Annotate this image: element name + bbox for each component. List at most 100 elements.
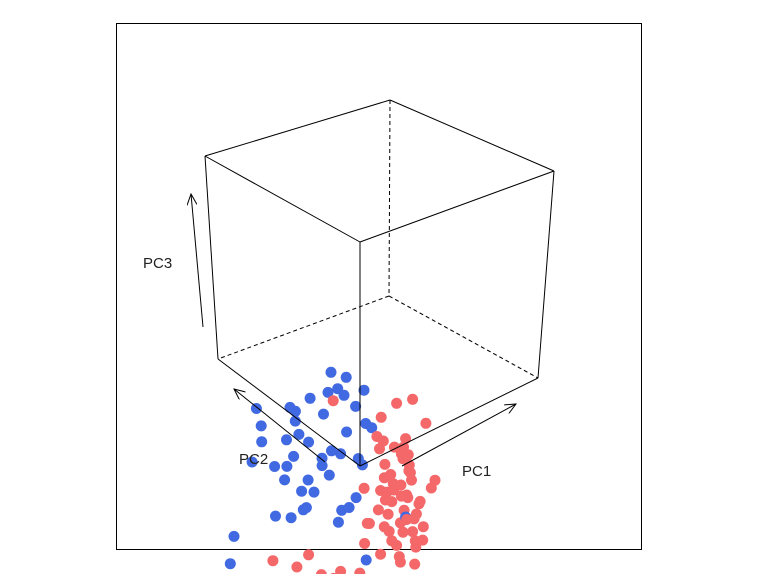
data-point-series-1-28 bbox=[360, 554, 372, 566]
box-edge-left-vertical bbox=[204, 155, 219, 360]
pc1-axis-arrow bbox=[401, 404, 516, 467]
data-point-series-2-12 bbox=[385, 469, 397, 480]
data-point-series-2-1 bbox=[391, 397, 403, 409]
box-hidden-edge-vertical bbox=[388, 99, 391, 297]
data-point-series-1-1 bbox=[325, 366, 337, 378]
box-edge-bottom-left bbox=[217, 358, 361, 467]
box-hidden-edge-left bbox=[217, 295, 390, 360]
data-point-series-1-29 bbox=[366, 422, 378, 434]
box-edge-top-back bbox=[204, 99, 391, 157]
data-point-series-2-45 bbox=[409, 558, 421, 570]
data-point-series-2-21 bbox=[402, 492, 414, 504]
data-point-series-1-7 bbox=[255, 420, 267, 432]
data-point-series-1-23 bbox=[269, 461, 281, 472]
data-point-series-2-50 bbox=[361, 517, 373, 529]
data-point-series-2-46 bbox=[375, 548, 387, 560]
data-point-series-1-5 bbox=[358, 384, 370, 396]
data-point-series-1-35 bbox=[224, 558, 236, 570]
data-point-series-2-31 bbox=[382, 508, 394, 520]
plot-frame bbox=[116, 23, 642, 550]
box-edge-bottom-right bbox=[359, 377, 539, 467]
data-point-series-2-33 bbox=[417, 521, 429, 533]
data-point-series-2-59 bbox=[335, 565, 347, 574]
data-point-series-1-2 bbox=[340, 371, 352, 383]
data-point-series-2-32 bbox=[410, 508, 422, 520]
data-point-series-2-20 bbox=[395, 479, 407, 491]
data-point-series-1-40 bbox=[350, 492, 362, 504]
data-point-series-1-22 bbox=[289, 405, 301, 417]
data-point-series-2-52 bbox=[358, 482, 370, 494]
data-point-series-1-33 bbox=[303, 436, 315, 448]
data-point-series-1-39 bbox=[302, 474, 314, 486]
data-point-series-1-34 bbox=[256, 436, 268, 448]
data-point-series-1-43 bbox=[323, 469, 335, 481]
data-point-series-1-21 bbox=[316, 460, 328, 472]
data-point-series-1-6 bbox=[250, 403, 262, 414]
box-edge-right-vertical bbox=[537, 170, 555, 379]
data-point-series-2-64 bbox=[420, 417, 432, 429]
data-point-series-2-9 bbox=[402, 449, 414, 461]
data-point-series-2-58 bbox=[354, 567, 366, 574]
data-point-series-1-20 bbox=[300, 502, 312, 514]
box-visible-edges bbox=[204, 99, 555, 467]
data-point-series-1-27 bbox=[341, 426, 353, 438]
data-point-series-1-12 bbox=[281, 434, 292, 446]
data-point-series-2-62 bbox=[400, 433, 412, 445]
data-point-series-1-16 bbox=[338, 389, 350, 401]
data-point-series-2-4 bbox=[377, 435, 389, 447]
data-point-series-2-55 bbox=[291, 561, 303, 573]
data-point-series-2-11 bbox=[404, 467, 416, 479]
data-point-series-2-43 bbox=[391, 539, 403, 551]
data-point-series-1-9 bbox=[318, 408, 329, 420]
data-point-series-2-51 bbox=[372, 504, 384, 516]
data-point-series-1-19 bbox=[279, 474, 291, 486]
data-point-series-1-37 bbox=[335, 448, 347, 460]
data-point-series-2-56 bbox=[315, 569, 327, 574]
data-point-series-1-8 bbox=[289, 415, 301, 427]
data-point-series-1-32 bbox=[296, 485, 308, 497]
data-point-series-1-26 bbox=[228, 530, 240, 542]
data-point-series-2-13 bbox=[379, 458, 391, 470]
data-point-series-2-35 bbox=[397, 526, 409, 538]
pc2-axis-label: PC2 bbox=[239, 451, 268, 468]
box-hidden-edges bbox=[217, 99, 539, 379]
data-point-series-2-67 bbox=[429, 474, 441, 486]
pc2-axis-arrow bbox=[234, 389, 326, 463]
data-point-series-2-38 bbox=[407, 526, 419, 538]
data-point-series-2-54 bbox=[303, 549, 315, 561]
data-point-series-1-24 bbox=[270, 510, 281, 522]
data-point-series-2-36 bbox=[417, 534, 429, 546]
box-edge-top-front-left bbox=[204, 155, 361, 243]
data-point-series-1-46 bbox=[343, 502, 355, 513]
data-point-series-2-3 bbox=[327, 395, 339, 407]
data-point-series-2-48 bbox=[359, 538, 371, 549]
data-point-series-2-25 bbox=[414, 495, 426, 507]
box-edge-top-right bbox=[389, 99, 555, 172]
data-point-series-1-17 bbox=[281, 460, 293, 472]
data-point-series-2-24 bbox=[386, 496, 398, 508]
pc3-axis-label: PC3 bbox=[143, 255, 172, 272]
points-layer bbox=[224, 366, 441, 574]
data-point-series-1-14 bbox=[326, 445, 337, 457]
data-point-series-1-15 bbox=[322, 386, 334, 398]
pc1-axis-label: PC1 bbox=[462, 463, 491, 480]
data-point-series-2-60 bbox=[267, 555, 279, 567]
data-point-series-1-10 bbox=[304, 392, 316, 404]
data-point-series-2-63 bbox=[407, 393, 419, 405]
box-edge-top-front-right bbox=[359, 170, 555, 243]
data-point-series-2-44 bbox=[393, 551, 405, 563]
data-point-series-2-2 bbox=[375, 411, 387, 423]
box-hidden-edge-right bbox=[388, 295, 539, 379]
data-point-series-2-42 bbox=[410, 541, 422, 553]
data-point-series-1-25 bbox=[285, 512, 297, 524]
data-point-series-2-40 bbox=[383, 525, 395, 537]
data-point-series-1-11 bbox=[288, 450, 300, 462]
data-point-series-1-13 bbox=[293, 428, 305, 440]
data-point-series-1-18 bbox=[246, 456, 258, 468]
data-point-series-1-41 bbox=[332, 516, 344, 528]
pc3-axis-arrow bbox=[191, 194, 204, 328]
data-point-series-1-31 bbox=[308, 486, 320, 498]
data-point-series-1-4 bbox=[350, 400, 362, 412]
